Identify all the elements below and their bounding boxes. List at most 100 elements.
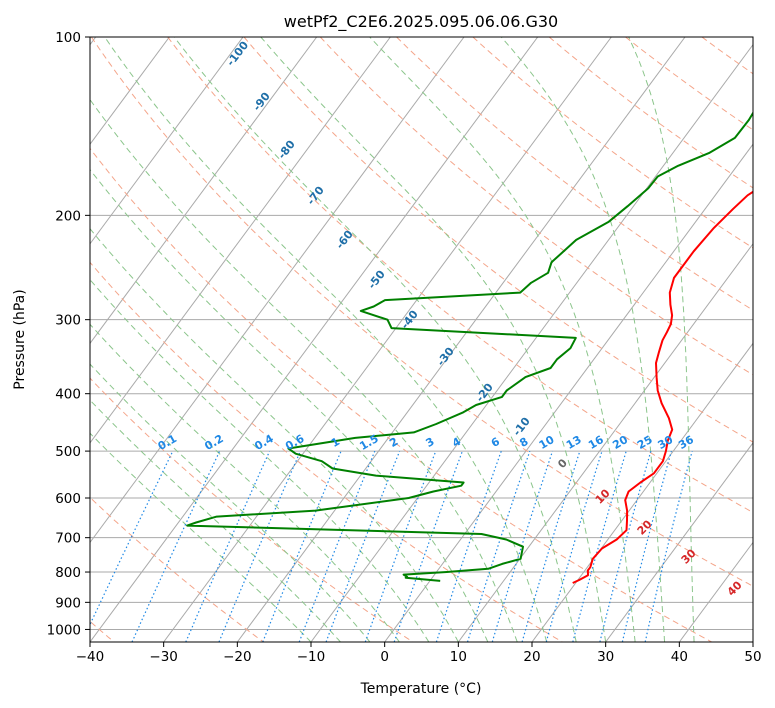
mixing-ratio-label: 0.6	[283, 432, 307, 453]
y-tick-label: 400	[55, 387, 81, 403]
moist-adiabat-line	[90, 227, 459, 642]
y-tick-label: 600	[55, 491, 81, 507]
mixing-ratio-label: 10	[537, 433, 557, 452]
dry-adiabat-line	[319, 37, 753, 376]
mixing-ratio-line	[521, 450, 581, 642]
profile-lines	[186, 111, 753, 584]
y-tick-label: 900	[55, 595, 81, 611]
y-tick-label: 700	[55, 531, 81, 547]
moist-adiabat-line	[90, 98, 518, 642]
dry-adiabat-line	[90, 377, 414, 642]
x-tick-label: 50	[744, 649, 761, 665]
dry-adiabat-label: -20	[473, 381, 496, 405]
mixing-ratio-line	[325, 450, 401, 642]
moist-adiabat-line	[90, 399, 341, 642]
mixing-ratio-label: 2	[387, 435, 400, 450]
moist-adiabat-line	[90, 363, 371, 642]
mixing-ratio-line	[466, 450, 531, 642]
mixing-ratio-label: 20	[610, 433, 630, 452]
x-tick-label: −20	[223, 649, 252, 665]
mixing-ratio-label: 0.4	[252, 432, 276, 453]
moist-adiabat-line	[500, 37, 666, 642]
moist-adiabat-label: 0	[555, 456, 570, 471]
isotherm-line	[90, 37, 391, 444]
isotherm-line	[163, 37, 612, 642]
mixing-ratio-line	[298, 450, 376, 642]
isotherm-line	[752, 641, 753, 642]
mixing-ratio-line	[644, 450, 693, 642]
y-tick-label: 100	[55, 30, 81, 46]
x-axis-label: Temperature (°C)	[360, 681, 482, 697]
dry-adiabat-line	[90, 261, 563, 642]
mixing-ratio-line	[218, 450, 302, 642]
mixing-ratio-line	[435, 450, 502, 642]
moist-adiabat-line	[90, 323, 400, 642]
mixing-ratio-line	[599, 450, 652, 642]
mixing-ratio-label: 30	[655, 433, 675, 452]
axis-ticks: −40 −30 −20 −10 0 10 20 30 40 5010020030040050060…	[47, 30, 762, 665]
mixing-ratio-label: 4	[450, 435, 463, 450]
moist-adiabat-line	[90, 168, 489, 642]
mixing-ratio-line	[131, 450, 221, 642]
dry-adiabat-label: -70	[304, 184, 327, 208]
moist-adiabat-label: 40	[725, 578, 745, 598]
moist-adiabat-label: 30	[679, 546, 699, 566]
mixing-ratio-label: 25	[635, 433, 655, 452]
dry-adiabat-line	[90, 37, 753, 587]
mixing-ratio-line	[185, 450, 271, 642]
mixing-ratio-label: 1	[329, 435, 342, 450]
moist-adiabat-line	[104, 37, 548, 642]
mixing-ratio-line	[572, 450, 627, 642]
dry-adiabat-label: -90	[250, 90, 273, 114]
moist-adiabat-line	[90, 432, 312, 642]
isotherm-line	[90, 37, 244, 245]
isotherm-line	[457, 242, 753, 642]
dry-adiabat-line	[167, 37, 753, 514]
y-tick-label: 800	[55, 565, 81, 581]
mixing-ratio-line	[491, 450, 554, 642]
isotherm-line	[310, 43, 753, 642]
moist-adiabat-line	[173, 37, 577, 642]
temperature-profile-line	[572, 190, 753, 584]
dry-adiabat-label: -30	[434, 345, 457, 369]
dry-adiabat-line	[701, 37, 753, 75]
y-tick-label: 1000	[47, 622, 81, 638]
mixing-ratio-line	[90, 450, 174, 626]
isotherm-line	[90, 37, 170, 146]
dewpoint-profile-line	[186, 111, 753, 582]
isotherm-line	[236, 37, 686, 642]
isotherm-line	[90, 37, 465, 544]
isotherm-line	[90, 37, 539, 642]
isotherm-line	[531, 342, 753, 642]
x-tick-label: −30	[149, 649, 178, 665]
x-tick-label: 40	[671, 649, 688, 665]
dry-adiabat-line	[90, 147, 712, 642]
moist-adiabat-line	[369, 37, 636, 642]
x-tick-label: 20	[523, 649, 540, 665]
x-tick-label: −40	[76, 649, 105, 665]
isotherm-line	[605, 442, 753, 642]
mixing-ratio-label: 0.2	[202, 432, 225, 453]
dry-adiabat-line	[396, 37, 753, 311]
dry-adiabat-label: -100	[224, 39, 251, 69]
mixing-ratio-label: 3	[423, 435, 436, 450]
y-tick-label: 200	[55, 208, 81, 224]
dry-adiabat-label: -50	[365, 268, 388, 292]
mixing-ratio-line	[621, 450, 672, 642]
moist-adiabat-line	[90, 278, 430, 642]
y-axis-label: Pressure (hPa)	[12, 289, 28, 389]
x-tick-label: −10	[297, 649, 326, 665]
isotherm-line	[90, 37, 318, 345]
x-tick-label: 30	[597, 649, 614, 665]
dry-adiabat-label: -10	[510, 415, 533, 439]
plot-frame	[89, 36, 754, 643]
y-tick-label: 300	[55, 313, 81, 329]
dry-adiabat-label: -60	[333, 228, 356, 252]
mixing-ratio-label: 6	[489, 435, 502, 450]
dry-adiabat-line	[472, 37, 753, 249]
mixing-ratio-line	[393, 450, 463, 642]
x-tick-label: 10	[450, 649, 467, 665]
mixing-ratio-line	[545, 450, 603, 642]
mixing-ratio-label: 16	[586, 433, 606, 452]
